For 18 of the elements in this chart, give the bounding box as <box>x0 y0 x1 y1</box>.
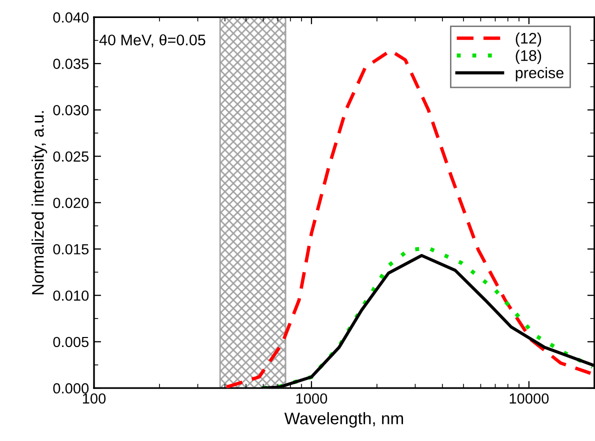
annotation: 40 MeV, θ=0.05 <box>99 34 206 48</box>
y-tick-label: 0.005 <box>53 336 89 348</box>
x-axis-title: Wavelength, nm <box>284 412 404 428</box>
legend-label: precise <box>516 67 564 82</box>
x-tick-label: 100 <box>82 393 106 404</box>
y-tick-label: 0.000 <box>53 383 89 394</box>
y-tick-label: 0.015 <box>53 244 89 254</box>
x-tick-label: 1000 <box>296 393 328 404</box>
legend-label: (12) <box>516 32 542 47</box>
y-tick-label: 0.040 <box>53 12 89 23</box>
y-tick-label: 0.010 <box>53 290 89 301</box>
y-tick-label: 0.030 <box>53 105 89 116</box>
y-tick-label: 0.035 <box>53 58 89 69</box>
x-tick-label: 10000 <box>510 393 549 404</box>
y-axis-title: Normalized intensity, a.u. <box>32 111 48 294</box>
y-tick-label: 0.025 <box>53 151 89 162</box>
y-tick-label: 0.020 <box>53 198 89 208</box>
legend-label: (18) <box>516 50 542 64</box>
